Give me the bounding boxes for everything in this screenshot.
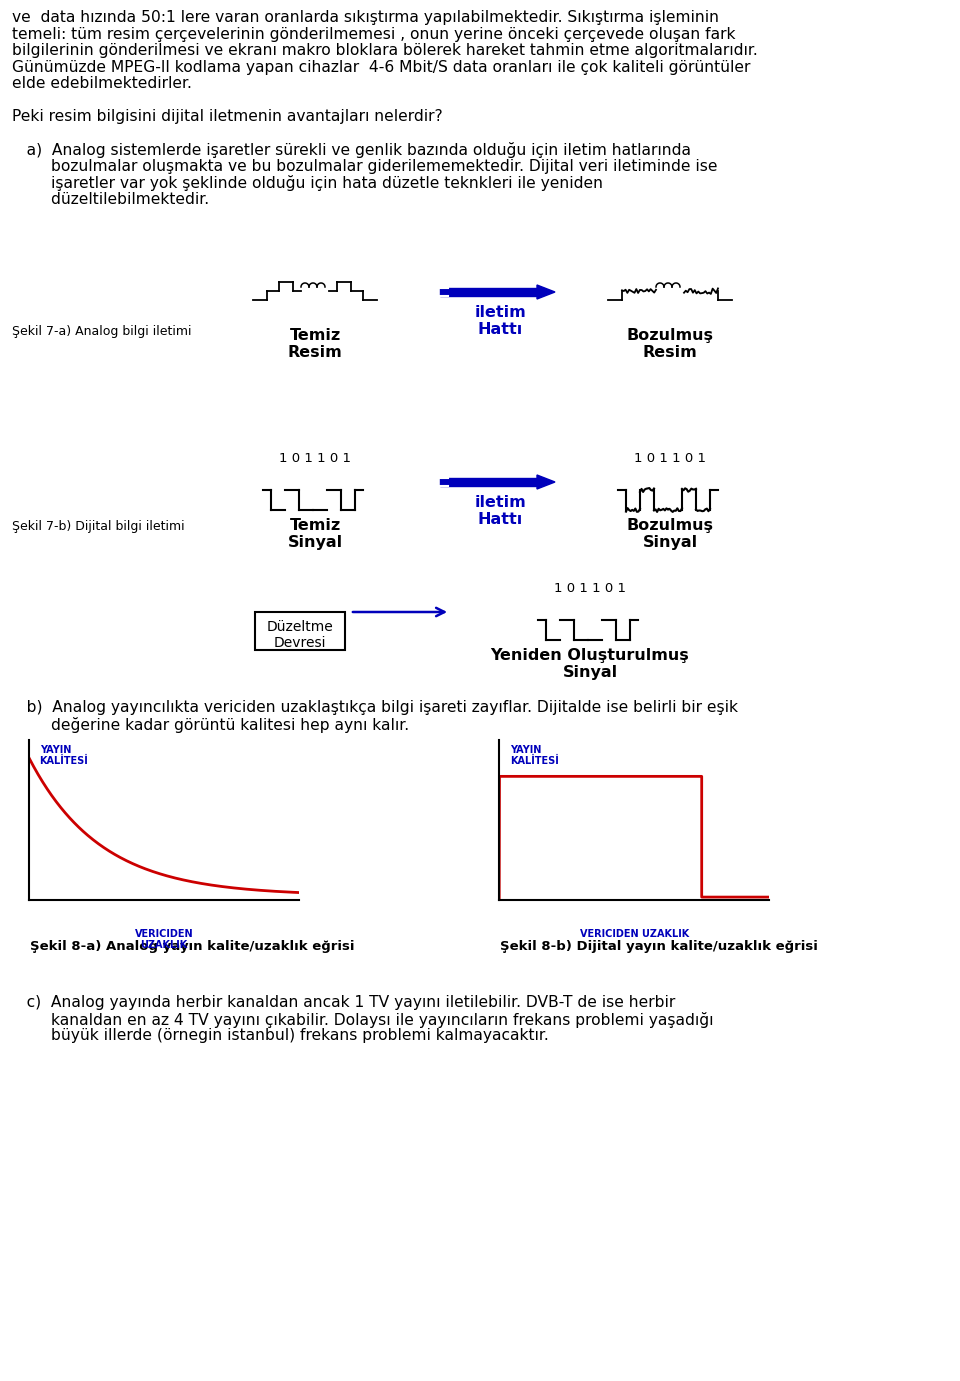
Text: işaretler var yok şeklinde olduğu için hata düzetle teknkleri ile yeniden: işaretler var yok şeklinde olduğu için h…	[12, 175, 603, 191]
Text: Şekil 8-b) Dijital yayın kalite/uzaklık eğrisi: Şekil 8-b) Dijital yayın kalite/uzaklık …	[500, 940, 818, 953]
Text: Yeniden Oluşturulmuş
Sinyal: Yeniden Oluşturulmuş Sinyal	[491, 648, 689, 681]
Text: büyük illerde (örnegin istanbul) frekans problemi kalmayacaktır.: büyük illerde (örnegin istanbul) frekans…	[12, 1027, 549, 1043]
Text: elde edebilmektedirler.: elde edebilmektedirler.	[12, 76, 192, 91]
Text: Şekil 8-a) Analog yayın kalite/uzaklık eğrisi: Şekil 8-a) Analog yayın kalite/uzaklık e…	[30, 940, 354, 953]
FancyBboxPatch shape	[255, 612, 345, 650]
Text: Bozulmuş
Sinyal: Bozulmuş Sinyal	[627, 518, 713, 551]
Text: Peki resim bilgisini dijital iletmenin avantajları nelerdir?: Peki resim bilgisini dijital iletmenin a…	[12, 109, 443, 124]
Text: iletim
Hattı: iletim Hattı	[474, 494, 526, 528]
Text: VERICIDEN UZAKLIK: VERICIDEN UZAKLIK	[580, 929, 689, 939]
Text: Düzeltme
Devresi: Düzeltme Devresi	[267, 620, 333, 650]
Polygon shape	[440, 289, 537, 296]
Text: b)  Analog yayıncılıkta vericiden uzaklaştıkça bilgi işareti zayıflar. Dijitalde: b) Analog yayıncılıkta vericiden uzaklaş…	[12, 700, 738, 715]
Text: a)  Analog sistemlerde işaretler sürekli ve genlik bazında olduğu için iletim ha: a) Analog sistemlerde işaretler sürekli …	[12, 142, 691, 157]
Text: Şekil 7-b) Dijital bilgi iletimi: Şekil 7-b) Dijital bilgi iletimi	[12, 521, 184, 533]
Text: Bozulmuş
Resim: Bozulmuş Resim	[627, 329, 713, 360]
Text: YAYIN
KALİTESİ: YAYIN KALİTESİ	[510, 744, 559, 766]
Text: 1 0 1 1 0 1: 1 0 1 1 0 1	[634, 452, 706, 465]
Text: VERICIDEN
UZAKLIK: VERICIDEN UZAKLIK	[134, 929, 193, 950]
Text: Şekil 7-a) Analog bilgi iletimi: Şekil 7-a) Analog bilgi iletimi	[12, 325, 191, 338]
Text: YAYIN
KALİTESİ: YAYIN KALİTESİ	[39, 744, 88, 766]
Polygon shape	[440, 478, 537, 486]
Text: 1 0 1 1 0 1: 1 0 1 1 0 1	[554, 581, 626, 595]
Text: 1 0 1 1 0 1: 1 0 1 1 0 1	[279, 452, 351, 465]
Text: Günümüzde MPEG-II kodlama yapan cihazlar  4-6 Mbit/S data oranları ile çok kalit: Günümüzde MPEG-II kodlama yapan cihazlar…	[12, 59, 751, 75]
Text: kanaldan en az 4 TV yayını çıkabilir. Dolaysı ile yayıncıların frekans problemi : kanaldan en az 4 TV yayını çıkabilir. Do…	[12, 1011, 713, 1027]
Text: Temiz
Sinyal: Temiz Sinyal	[287, 518, 343, 551]
Text: düzeltilebilmektedir.: düzeltilebilmektedir.	[12, 192, 209, 207]
Text: c)  Analog yayında herbir kanaldan ancak 1 TV yayını iletilebilir. DVB-T de ise : c) Analog yayında herbir kanaldan ancak …	[12, 994, 675, 1010]
Text: bilgilerinin gönderilmesi ve ekranı makro bloklara bölerek hareket tahmin etme a: bilgilerinin gönderilmesi ve ekranı makr…	[12, 43, 757, 58]
Text: temeli: tüm resim çerçevelerinin gönderilmemesi , onun yerine önceki çerçevede o: temeli: tüm resim çerçevelerinin gönderi…	[12, 26, 735, 41]
Text: Temiz
Resim: Temiz Resim	[288, 329, 343, 360]
Text: bozulmalar oluşmakta ve bu bozulmalar giderilememektedir. Dijital veri iletimind: bozulmalar oluşmakta ve bu bozulmalar gi…	[12, 159, 717, 174]
Polygon shape	[537, 475, 555, 489]
Text: ve  data hızında 50:1 lere varan oranlarda sıkıştırma yapılabilmektedir. Sıkıştı: ve data hızında 50:1 lere varan oranlard…	[12, 10, 719, 25]
Text: iletim
Hattı: iletim Hattı	[474, 305, 526, 337]
Polygon shape	[537, 284, 555, 300]
Text: değerine kadar görüntü kalitesi hep aynı kalır.: değerine kadar görüntü kalitesi hep aynı…	[12, 717, 409, 732]
